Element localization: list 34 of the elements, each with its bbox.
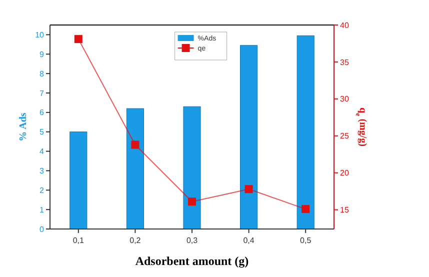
point — [74, 35, 82, 44]
y2-tick-label: 35 — [340, 58, 350, 67]
y-tick-label: 10 — [35, 30, 45, 40]
y2-tick-label: 40 — [340, 20, 350, 30]
y-tick-label: 8 — [40, 69, 45, 78]
point — [188, 198, 196, 206]
y-tick-label: 7 — [40, 88, 45, 98]
bar — [296, 35, 314, 230]
bar — [126, 108, 144, 230]
y-axis-title: % Ads — [18, 112, 29, 142]
y-tick-label: 5 — [40, 128, 45, 137]
y-tick-label: 3 — [40, 166, 45, 176]
x-axis-title: Adsorbent amount (g) — [135, 254, 249, 268]
point — [131, 140, 140, 149]
y2-tick-label: 15 — [340, 206, 350, 215]
point — [302, 205, 310, 214]
y2-tick-label: 25 — [340, 132, 350, 141]
y2-tick-label: 20 — [340, 168, 350, 178]
y2-tick-label: 30 — [340, 94, 350, 104]
y-tick-label: 9 — [40, 50, 45, 59]
y-tick-label: 1 — [40, 205, 45, 214]
y-tick-label: 0 — [40, 224, 45, 234]
point — [244, 185, 253, 194]
x-tick-label: 0,4 — [243, 236, 255, 245]
x-tick-label: 0,3 — [186, 236, 198, 245]
x-tick-label: 0,1 — [72, 236, 85, 245]
bar — [183, 106, 201, 230]
y-tick-label: 4 — [40, 147, 45, 156]
x-tick-label: 0,5 — [300, 236, 312, 245]
bar — [240, 45, 258, 230]
y-tick-label: 2 — [40, 186, 45, 195]
x-tick-label: 0,2 — [130, 236, 142, 245]
bar — [70, 132, 88, 230]
y-tick-label: 6 — [40, 108, 45, 118]
